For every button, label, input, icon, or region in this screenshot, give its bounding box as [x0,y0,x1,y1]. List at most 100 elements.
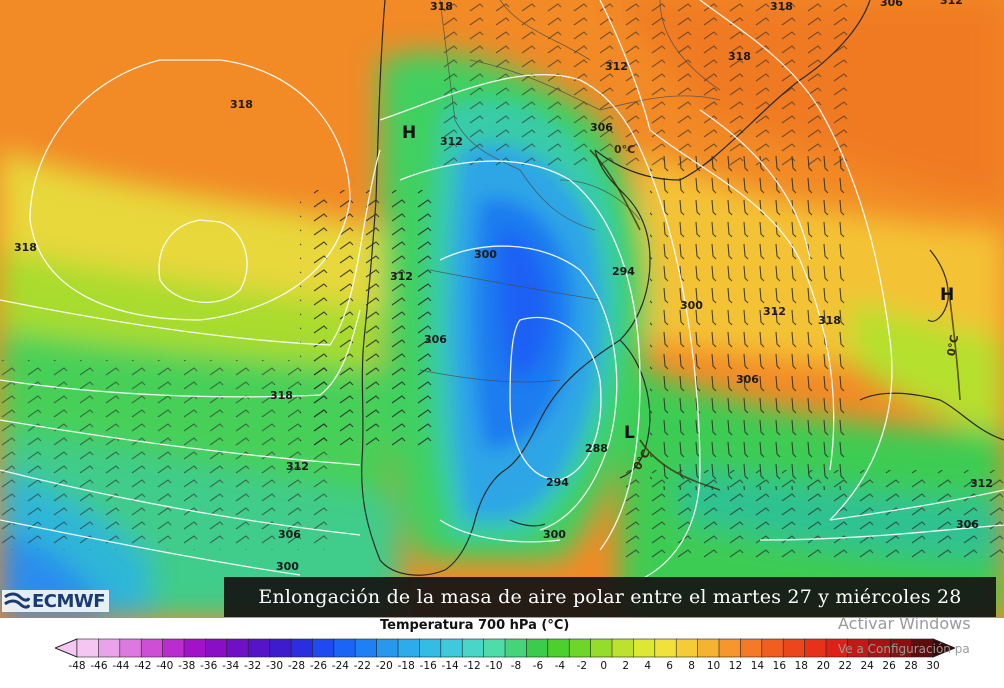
isotherm-label: 0°C [945,334,961,357]
color-scale-tick-label: 8 [688,660,695,672]
color-scale-tick-label: -42 [134,660,152,672]
color-scale-bar [55,638,955,658]
color-scale-swatch [162,638,185,658]
temperature-map: 318 312 318 306 318 312 300 312 294 300 … [0,0,1004,618]
color-scale-tick-label: -20 [375,660,393,672]
color-scale-tick-label: 24 [860,660,874,672]
color-scale-swatch [226,638,249,658]
color-scale-tick-label: 10 [706,660,721,672]
color-scale-swatch [312,638,335,658]
color-scale-tick-label: 18 [794,660,808,672]
color-scale-swatch [611,638,635,658]
contour-label: 288 [585,442,608,455]
color-scale-swatch [354,638,378,658]
color-scale-tick-label: -34 [222,660,240,672]
color-scale-swatch [461,638,485,658]
caption-text: Enlongación de la masa de aire polar ent… [258,586,962,608]
color-scale-tick-label: -48 [68,660,86,672]
contour-label: 318 [728,50,751,63]
color-scale-tick-label: -36 [200,660,218,672]
color-scale-swatch [247,638,271,658]
contour-label: 318 [818,314,841,327]
color-scale-swatch [183,638,207,658]
color-scale-swatch [761,638,784,658]
isotherm-label: 0°C [614,143,635,156]
contour-label: 300 [543,528,566,541]
color-scale-tick-label: -16 [419,660,437,672]
color-scale-swatch [740,638,763,658]
contour-label: 312 [970,477,993,490]
color-scale-swatch [290,638,314,658]
color-scale-tick-label: -30 [265,660,284,672]
color-scale-swatch [205,638,228,658]
contour-label: 306 [424,333,447,346]
color-scale-swatch [440,638,463,658]
color-scale-tick-label: -10 [485,660,503,672]
color-scale-swatch [718,638,742,658]
contour-label: 312 [763,305,786,318]
color-scale-tick-label: -46 [90,660,108,672]
contour-label: 312 [390,270,413,283]
color-scale-swatch [568,638,592,658]
color-scale-tick-label: -4 [554,660,566,672]
color-scale-swatch [654,638,677,658]
color-scale-min-arrow [55,638,78,658]
color-scale-max-arrow [932,638,955,658]
legend-title: Temperatura 700 hPa (°C) [380,618,570,633]
windows-activation-watermark: Activar Windows [838,614,971,633]
contour-label: 318 [430,0,453,13]
color-scale-tick-label: -22 [353,660,371,672]
color-scale-tick-label: -24 [331,660,349,672]
color-scale-tick-label: -2 [576,660,588,672]
low-pressure-marker: L [624,423,635,443]
color-scale-swatch [675,638,699,658]
color-scale-tick-label: 0 [600,660,608,672]
color-scale-swatch [697,638,720,658]
color-scale-tick-label: -38 [178,660,196,672]
contour-label: 312 [440,135,463,148]
color-scale-swatch [76,638,100,658]
color-scale-swatch [397,638,421,658]
color-scale-tick-label: -40 [156,660,174,672]
color-scale-swatch [526,638,549,658]
color-scale-tick-label: 6 [666,660,673,672]
contour-label: 312 [605,60,628,73]
contour-label: 306 [278,528,301,541]
color-scale-tick-label: 12 [728,660,743,672]
color-scale-swatch [119,638,142,658]
color-scale-swatch [98,638,121,658]
color-scale-tick-label: 14 [750,660,765,672]
color-scale-swatch [419,638,442,658]
pressure-centers: H H L [402,123,954,443]
contour-label: 312 [286,460,309,473]
color-scale-swatch [333,638,356,658]
color-scale-swatch [782,638,806,658]
color-scale-tick-label: -28 [287,660,306,672]
contour-label: 318 [270,389,293,402]
color-scale-tick-label: -26 [309,660,327,672]
color-scale-swatch [547,638,570,658]
color-scale-swatch [376,638,399,658]
contour-label: 306 [590,121,613,134]
contour-label: 294 [612,265,635,278]
contour-label: 294 [546,476,569,489]
windows-activation-watermark-sub: Ve a Configuración pa [838,642,970,656]
color-scale-tick-label: 20 [816,660,830,672]
color-scale-tick-label: -12 [463,660,481,672]
contour-label: 312 [940,0,963,7]
contour-label: 306 [736,373,759,386]
color-scale-tick-label: 2 [622,660,630,672]
color-scale-tick-label: -6 [532,660,544,672]
contour-label: 300 [680,299,703,312]
color-scale-swatch [590,638,613,658]
contour-label: 306 [880,0,903,9]
caption-banner: Enlongación de la masa de aire polar ent… [224,577,996,617]
ecmwf-logo-icon [4,592,30,609]
color-scale-tick-label: 22 [838,660,852,672]
color-scale-swatch [269,638,292,658]
contour-label: 318 [14,241,37,254]
color-scale-ticks: -48 -46 -44 -42 -40 -38 -36 -34 -32 -30 -28 -26 -24-… [0,660,1004,676]
color-scale-tick-label: -32 [244,660,262,672]
color-scale-tick-label: -44 [112,660,130,672]
contour-label: 306 [956,518,979,531]
